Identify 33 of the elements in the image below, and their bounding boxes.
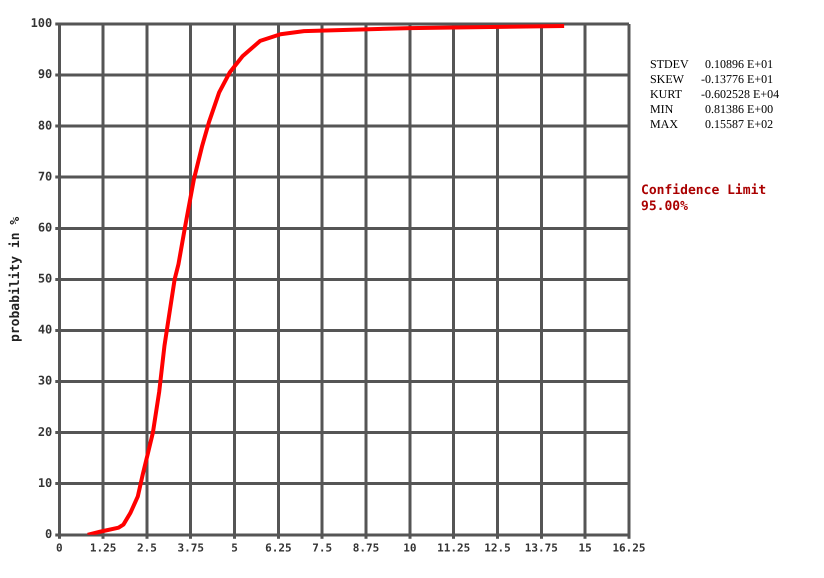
x-tick-label: 2.5: [136, 541, 157, 554]
y-tick-label: 30: [38, 374, 52, 388]
text: STDEV 0.10896 E+01: [650, 57, 774, 71]
x-tick-label: 0: [56, 541, 63, 554]
y-tick-label: 90: [38, 67, 52, 82]
y-tick-label: 100: [30, 16, 52, 30]
y-tick-label: 60: [38, 220, 52, 234]
y-tick-label: 0: [45, 526, 52, 541]
y-tick-label: 80: [38, 118, 52, 132]
x-tick-label: 13.75: [524, 541, 558, 554]
x-tick-label: 15: [578, 541, 592, 554]
y-tick-label: 50: [38, 272, 52, 286]
x-tick-label: 5: [231, 541, 238, 554]
x-tick-label: 11.25: [437, 541, 470, 554]
x-tick-label: 16.25: [612, 541, 646, 554]
text: 95.00%: [641, 199, 688, 214]
y-axis-title: probability in %: [8, 216, 24, 342]
y-tick-label: 70: [38, 169, 52, 184]
text: SKEW -0.13776 E+01: [650, 72, 774, 86]
x-tick-label: 1.25: [90, 541, 116, 554]
text: Confidence Limit: [641, 183, 766, 198]
y-tick-label: 20: [38, 424, 52, 439]
x-tick-label: 10: [403, 541, 416, 554]
text: MIN 0.81386 E+00: [650, 102, 774, 116]
x-tick-label: 7.5: [312, 541, 332, 554]
x-tick-label: 6.25: [265, 541, 292, 554]
x-tick-label: 8.75: [352, 541, 380, 554]
x-tick-label: 12.5: [484, 541, 511, 554]
text: MAX 0.15587 E+02: [650, 117, 774, 131]
x-tick-label: 3.75: [178, 541, 204, 554]
y-tick-label: 40: [38, 322, 52, 337]
text: KURT -0.602528 E+04: [650, 87, 780, 101]
y-tick-label: 10: [38, 476, 52, 490]
